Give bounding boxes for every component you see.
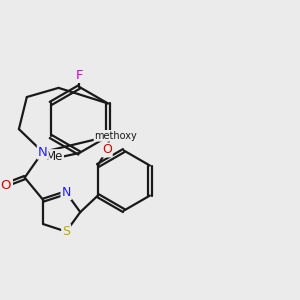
Text: N: N [38, 146, 48, 158]
Text: N: N [61, 186, 71, 199]
Text: O: O [102, 143, 112, 156]
Text: Me: Me [46, 150, 63, 163]
Text: methoxy: methoxy [94, 131, 137, 141]
Text: S: S [62, 225, 70, 238]
Text: F: F [76, 69, 83, 82]
Text: O: O [0, 178, 11, 192]
